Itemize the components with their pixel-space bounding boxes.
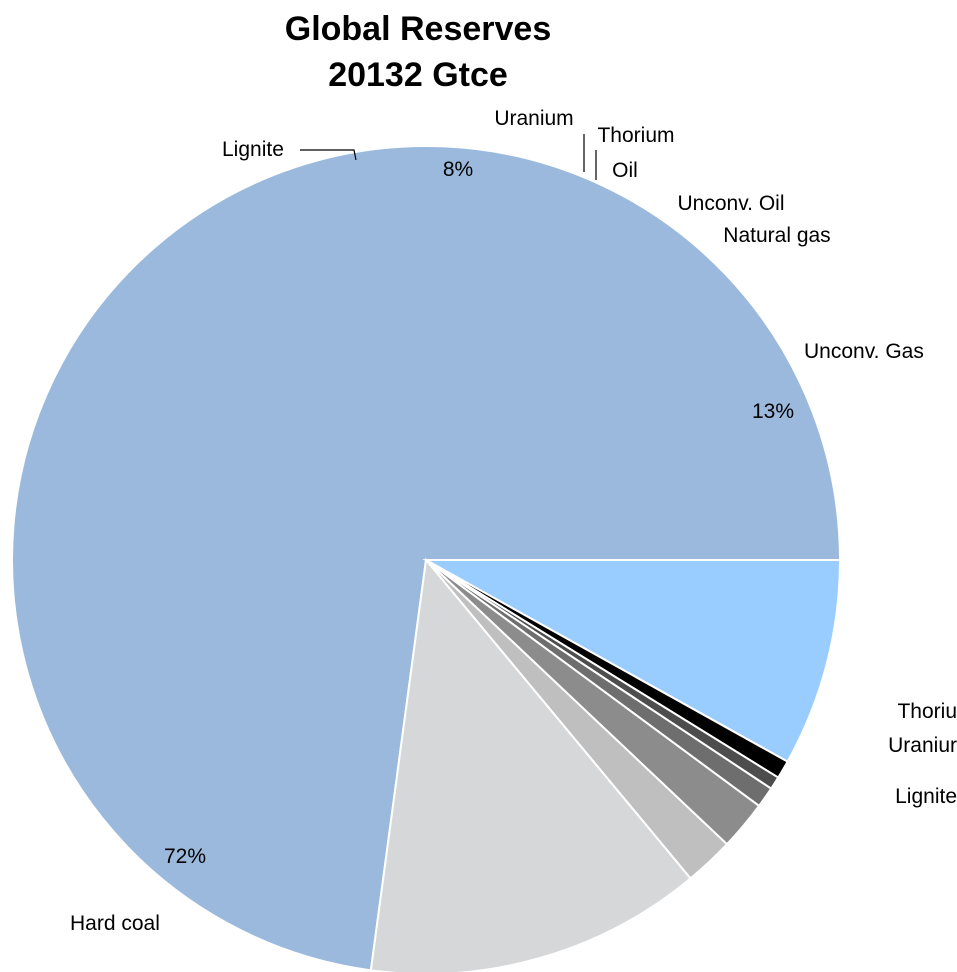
slice-hard-coal <box>11 145 842 972</box>
label-hard-coal: Hard coal <box>70 912 160 935</box>
data-label-lignite: 8% <box>443 158 473 181</box>
clipped-label-thoriu: Thoriu <box>897 700 957 723</box>
slice-labels: Hard coal 72% Lignite 8% Uranium Thorium Oil Un… <box>70 107 957 935</box>
chart-subtitle: 20132 Gtce <box>328 56 508 94</box>
label-natural-gas: Natural gas <box>723 224 830 247</box>
label-unconv-oil: Unconv. Oil <box>678 192 785 215</box>
clipped-label-lignite: Lignite <box>895 785 957 808</box>
leader-line-lignite <box>300 149 357 161</box>
pie-slices <box>11 145 842 972</box>
data-label-hard-coal: 72% <box>164 845 206 868</box>
slice-unconv-gas <box>369 557 692 972</box>
data-label-unconv-gas: 13% <box>752 400 794 423</box>
leader-lines <box>300 134 597 180</box>
label-uranium: Uranium <box>494 107 573 130</box>
chart-title: Global Reserves <box>285 10 551 48</box>
clipped-label-uraniur: Uraniur <box>888 734 957 757</box>
label-thorium: Thorium <box>597 124 674 147</box>
label-unconv-gas: Unconv. Gas <box>804 340 924 363</box>
label-oil: Oil <box>612 159 638 182</box>
label-lignite: Lignite <box>222 138 284 161</box>
slice-lignite <box>422 559 842 764</box>
